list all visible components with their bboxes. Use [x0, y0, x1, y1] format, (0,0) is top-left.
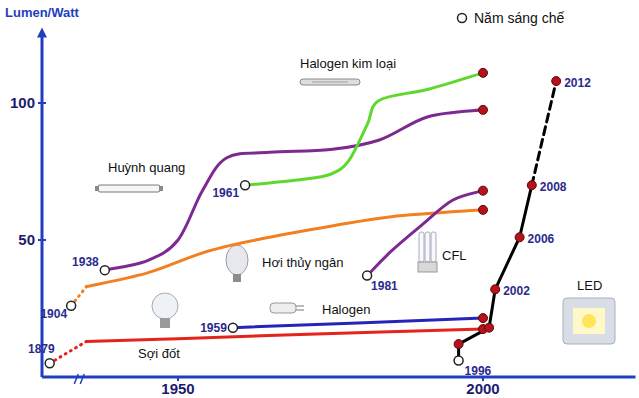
- axes: Lumen/Watt 50 100 1950 2000: [5, 5, 636, 397]
- x-tick-label: 2000: [466, 380, 499, 397]
- icon-tube: [98, 185, 160, 192]
- axis-break: [74, 374, 78, 384]
- year-label: 2008: [540, 180, 567, 194]
- data-point: [485, 323, 494, 332]
- annotation: Năm sáng chế: [474, 10, 564, 26]
- year-label: 1981: [371, 279, 398, 293]
- icon-halogen: [270, 303, 296, 313]
- x-axis: [42, 376, 636, 379]
- plot-area: [50, 73, 556, 363]
- data-point: [479, 68, 488, 77]
- series-line: [367, 191, 483, 276]
- icon-cfl-base: [418, 262, 437, 272]
- icon-halogen-pin: [296, 306, 304, 307]
- series-line: [105, 110, 483, 270]
- icon-mercury-bulb: [226, 245, 248, 275]
- y-tick: [38, 239, 46, 241]
- marker-key: [458, 14, 467, 23]
- icon-mercury-base: [233, 274, 241, 282]
- y-axis-arrow: [37, 28, 47, 38]
- year-label: 2012: [564, 76, 591, 90]
- year-label: 1996: [465, 364, 492, 378]
- invention-point: [228, 323, 237, 332]
- icon-led-window: [573, 308, 605, 334]
- invention-point: [100, 266, 109, 275]
- icon-incandescent-bulb: [152, 293, 178, 319]
- series-name: LED: [577, 278, 602, 293]
- invention-point: [45, 359, 54, 368]
- x-tick-label: 1950: [161, 380, 194, 397]
- background: [0, 0, 639, 398]
- axis-break: [80, 374, 84, 384]
- y-tick-label: 50: [18, 231, 35, 248]
- chart: Lumen/Watt 50 100 1950 2000 Năm sáng chế 1879 S…: [0, 0, 639, 398]
- invention-point: [67, 301, 76, 310]
- series-name: Halogen kim loại: [300, 56, 396, 71]
- markers: [45, 68, 560, 367]
- data-point: [479, 186, 488, 195]
- year-label: 2006: [528, 232, 555, 246]
- y-tick-label: 100: [10, 94, 35, 111]
- icon-halogen-pin: [296, 310, 304, 311]
- invention-point: [241, 181, 250, 190]
- year-label: 1961: [212, 186, 239, 200]
- year-label: 1959: [200, 321, 227, 335]
- icon-metal-halide-core: [312, 82, 348, 83]
- data-point: [552, 77, 561, 86]
- y-tick: [38, 102, 46, 104]
- icon-cfl-tube: [431, 232, 436, 262]
- icon-tube-cap: [95, 186, 99, 191]
- series-line: [459, 185, 532, 360]
- invention-point: [454, 356, 463, 365]
- icon-led-chip: [582, 314, 596, 328]
- year-label: 1904: [40, 307, 67, 321]
- data-point: [454, 340, 463, 349]
- icon-cfl-tube: [419, 232, 424, 262]
- series-line: [233, 318, 483, 328]
- icon-led: [563, 298, 615, 344]
- series-name: Sợi đốt: [138, 346, 180, 361]
- series-name: Huỳnh quang: [108, 160, 185, 175]
- year-label: 2002: [503, 284, 530, 298]
- series-line: [532, 81, 556, 185]
- data-point: [479, 314, 488, 323]
- data-point: [479, 105, 488, 114]
- series-line: [245, 73, 483, 185]
- data-point: [479, 205, 488, 214]
- series-line: [87, 210, 484, 287]
- icon-metal-halide: [300, 79, 360, 85]
- series-line: [87, 329, 484, 341]
- icon-incandescent-base: [160, 318, 170, 328]
- year-label: 1879: [28, 342, 55, 356]
- year-label: 1938: [72, 255, 99, 269]
- y-axis: [41, 35, 44, 378]
- icon-cfl-tube: [425, 232, 430, 262]
- labels: 1879 Sợi đốt 1959 Halogen 1904 Hơi thủy ngân 1…: [28, 56, 602, 378]
- y-axis-label: Lumen/Watt: [5, 5, 80, 20]
- lamp-icons: [95, 79, 615, 344]
- data-point: [491, 285, 500, 294]
- data-point: [515, 233, 524, 242]
- icon-tube-cap: [159, 186, 163, 191]
- series-line: [50, 341, 87, 363]
- data-point: [527, 181, 536, 190]
- series-name: CFL: [442, 248, 467, 263]
- series-name: Hơi thủy ngân: [262, 255, 344, 270]
- series-name: Halogen: [322, 302, 370, 317]
